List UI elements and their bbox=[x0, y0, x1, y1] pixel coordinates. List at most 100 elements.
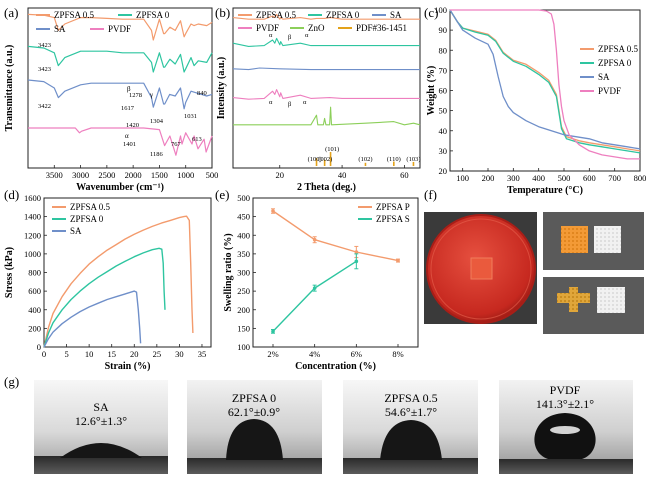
panel-a-peak-label: 1278 bbox=[129, 92, 142, 99]
panel-c-y-tick-label: 70 bbox=[439, 65, 448, 75]
series-line-zpfsa-s bbox=[272, 260, 357, 332]
panel-e-y-tick-label: 400 bbox=[237, 230, 250, 240]
data-point-zpfsa-p bbox=[271, 209, 275, 213]
panel-label-e: (e) bbox=[215, 187, 229, 202]
plot-frame bbox=[27, 7, 213, 169]
panel-d-y-tick-label: 1600 bbox=[24, 193, 41, 203]
panel-a-peak-label: 3423 bbox=[38, 66, 51, 73]
series-line-zpfsa-p bbox=[272, 210, 399, 262]
panel-d-x-tick-label: 15 bbox=[107, 349, 116, 359]
panel-e-y-tick-label: 100 bbox=[237, 342, 250, 352]
hkl-label: (101) bbox=[325, 146, 339, 153]
ca-zpfsa05-name: ZPFSA 0.5 bbox=[384, 391, 437, 405]
panel-a-peak-label: 1186 bbox=[150, 151, 164, 158]
panel-c-y-tick-label: 30 bbox=[439, 146, 448, 156]
panel-c-y-axis-label: Weight (%) bbox=[426, 66, 437, 116]
panel-a-peak-label: 3423 bbox=[38, 42, 51, 49]
panel-b-phase-label: α bbox=[303, 99, 307, 106]
panel-d-y-tick-label: 600 bbox=[28, 286, 41, 296]
panel-d-y-tick-label: 1400 bbox=[24, 212, 41, 222]
panel-g-contact-angle-photos bbox=[34, 380, 633, 474]
droplet-photo-pvdf bbox=[499, 380, 633, 474]
panel-d-x-tick-label: 30 bbox=[175, 349, 184, 359]
panel-d-legend-label-sa: SA bbox=[70, 226, 82, 236]
panel-b-x-tick-label: 20 bbox=[276, 170, 285, 180]
panel-e-x-axis-label: Concentration (%) bbox=[295, 361, 376, 372]
panel-e-x-tick-label: 2% bbox=[267, 349, 278, 359]
panel-d-y-tick-label: 400 bbox=[28, 305, 41, 315]
ca-zpfsa0-name: ZPFSA 0 bbox=[232, 391, 276, 405]
orange-membrane bbox=[561, 226, 588, 253]
panel-c-y-tick-label: 100 bbox=[434, 5, 447, 15]
panel-a-x-tick-label: 2000 bbox=[125, 170, 142, 180]
panel-b-legend-label-zpfsa-0: ZPFSA 0 bbox=[326, 10, 360, 20]
series-line-zpfsa-0-5 bbox=[27, 13, 213, 41]
panel-c-y-tick-label: 40 bbox=[439, 126, 448, 136]
panel-e-y-tick-label: 350 bbox=[237, 249, 250, 259]
series-line-zpfsa-0-5 bbox=[449, 9, 641, 152]
plot-frame bbox=[232, 7, 421, 169]
chart-a-ftir: 3500 3000 2500 2000 1500 1000 500 Wavenumber (c… bbox=[4, 7, 218, 193]
panel-a-x-tick-label: 1000 bbox=[177, 170, 194, 180]
white-membrane bbox=[594, 226, 621, 253]
panel-b-legend-label-pdf-36-1451: PDF#36-1451 bbox=[356, 23, 407, 33]
panel-c-y-tick-label: 90 bbox=[439, 25, 448, 35]
panel-c-y-tick-label: 60 bbox=[439, 86, 448, 96]
white-membrane-2 bbox=[597, 287, 625, 313]
panel-a-peak-label: 1304 bbox=[150, 118, 164, 125]
panel-e-y-tick-label: 450 bbox=[237, 212, 250, 222]
data-point-zpfsa-p bbox=[312, 237, 317, 242]
panel-d-x-tick-label: 35 bbox=[198, 349, 207, 359]
panel-d-x-axis-label: Strain (%) bbox=[105, 361, 151, 372]
panel-c-y-tick-label: 80 bbox=[439, 45, 448, 55]
panel-c-x-axis-label: Temperature (°C) bbox=[507, 185, 583, 196]
panel-a-peak-label: 1617 bbox=[121, 105, 135, 112]
series-line-sa bbox=[43, 290, 142, 348]
panel-b-legend-label-zpfsa-0-5: ZPFSA 0.5 bbox=[256, 10, 297, 20]
panel-b-x-axis-label: 2 Theta (deg.) bbox=[297, 182, 356, 193]
panel-b-legend-label-zno: ZnO bbox=[308, 23, 325, 33]
panel-d-y-tick-label: 0 bbox=[37, 342, 41, 352]
hkl-label: (102) bbox=[358, 156, 372, 163]
panel-e-y-tick-label: 500 bbox=[237, 193, 250, 203]
panel-c-legend-label-zpfsa-0: ZPFSA 0 bbox=[598, 58, 632, 68]
panel-label-b: (b) bbox=[215, 5, 230, 20]
panel-a-peak-label: 767 bbox=[171, 141, 182, 148]
series-line-zpfsa-0 bbox=[27, 45, 213, 73]
panel-d-x-tick-label: 25 bbox=[153, 349, 162, 359]
panel-e-x-tick-label: 6% bbox=[351, 349, 362, 359]
panel-c-y-tick-label: 50 bbox=[439, 106, 448, 116]
droplet-photo-sa bbox=[34, 380, 168, 474]
hkl-label: (002) bbox=[318, 156, 332, 163]
panel-label-c: (c) bbox=[424, 5, 438, 20]
ca-sa-name: SA bbox=[93, 400, 109, 414]
yellow-membrane-folded bbox=[557, 287, 590, 312]
ca-pvdf-name: PVDF bbox=[550, 383, 581, 397]
ca-sa-value: 12.6°±1.3° bbox=[75, 414, 127, 428]
chart-c-tga: 100 200 300 400 500 600 700 800 20 30 40 50 60 70 80 90… bbox=[426, 5, 646, 196]
panel-label-d: (d) bbox=[4, 187, 19, 202]
panel-a-x-tick-label: 3500 bbox=[46, 170, 63, 180]
ca-zpfsa0-value: 62.1°±0.9° bbox=[228, 405, 280, 419]
panel-a-peak-label: 1031 bbox=[184, 113, 197, 120]
data-point-zpfsa-p bbox=[354, 250, 359, 254]
panel-a-x-tick-label: 1500 bbox=[151, 170, 168, 180]
panel-b-phase-label: α bbox=[305, 32, 309, 39]
panel-b-x-tick-label: 60 bbox=[400, 170, 409, 180]
photo-bent-membranes bbox=[543, 277, 644, 334]
panel-a-x-axis-label: Wavenumber (cm⁻¹) bbox=[76, 182, 164, 193]
panel-d-y-tick-label: 1000 bbox=[24, 249, 41, 259]
panel-a-peak-label: γ bbox=[149, 91, 153, 99]
panel-a-peak-label: 840 bbox=[197, 90, 207, 97]
panel-d-legend-label-zpfsa-0: ZPFSA 0 bbox=[70, 214, 104, 224]
hkl-label: (110) bbox=[387, 156, 401, 163]
data-point-zpfsa-s bbox=[271, 329, 275, 334]
panel-d-y-tick-label: 800 bbox=[28, 268, 41, 278]
panel-e-y-tick-label: 200 bbox=[237, 305, 250, 315]
panel-d-x-tick-label: 0 bbox=[42, 349, 46, 359]
series-line-zpfsa-0-5 bbox=[232, 13, 420, 20]
panel-f-photos bbox=[424, 212, 644, 334]
series-line-zpfsa-0 bbox=[449, 9, 641, 154]
panel-a-x-tick-label: 3000 bbox=[72, 170, 89, 180]
panel-d-y-tick-label: 1200 bbox=[24, 230, 41, 240]
